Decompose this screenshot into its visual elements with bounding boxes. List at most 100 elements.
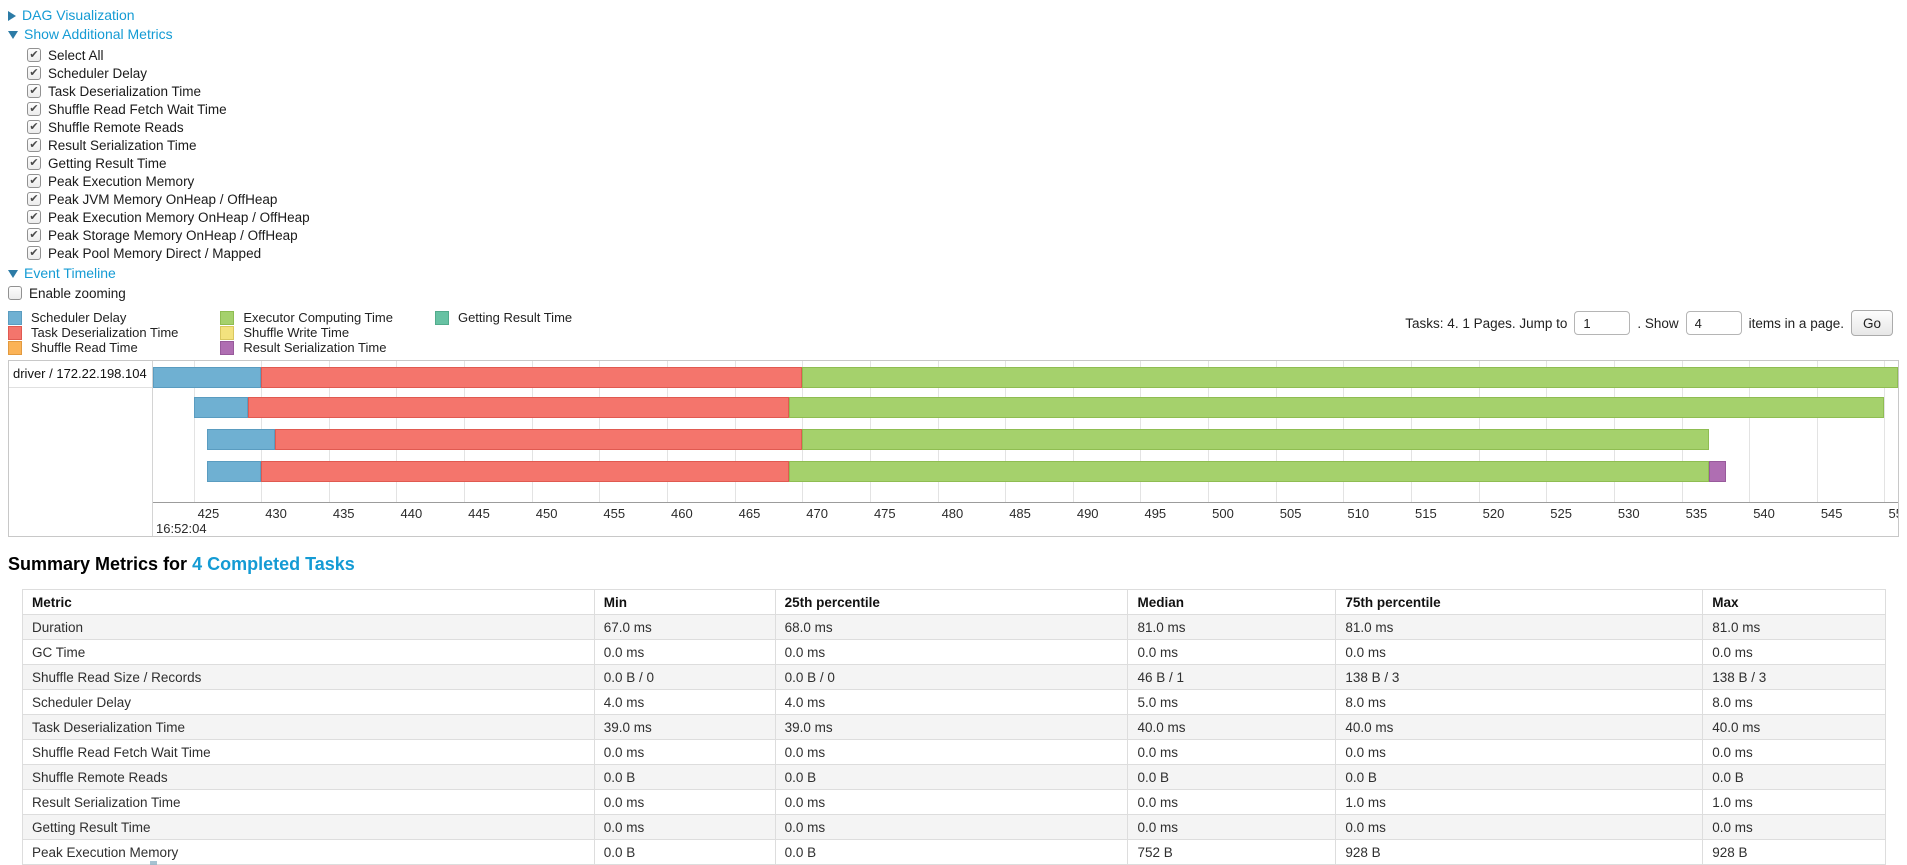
metric-checkbox[interactable]: ✔ (27, 102, 41, 116)
table-header-cell: 25th percentile (774, 589, 1129, 615)
timeline-gridline (1816, 361, 1818, 502)
table-cell: 0.0 ms (1127, 639, 1337, 665)
timeline-plot[interactable]: 16:52:04 425 430 435 440 445 450 455 460 465 470 4… (153, 361, 1898, 536)
table-body: Duration 67.0 ms 68.0 ms 81.0 ms 81.0 ms 81.0… (22, 614, 1886, 865)
timeline-segment-task-deserialization[interactable] (274, 429, 803, 450)
legend-item: Getting Result Time (434, 310, 588, 325)
event-timeline-toggle[interactable]: Event Timeline (8, 264, 1899, 283)
timeline-segment-executor-computing[interactable] (788, 461, 1709, 482)
enable-zooming-checkbox[interactable]: ✔ (8, 286, 22, 300)
metric-checkbox[interactable]: ✔ (27, 174, 41, 188)
timeline-segment-task-deserialization[interactable] (247, 397, 789, 418)
timeline-segment-executor-computing[interactable] (802, 367, 1898, 388)
metric-checkbox[interactable]: ✔ (27, 138, 41, 152)
table-cell: 0.0 ms (1702, 814, 1886, 840)
table-cell: 81.0 ms (1702, 614, 1886, 640)
timeline-segment-executor-computing[interactable] (802, 429, 1709, 450)
metric-checkbox[interactable]: ✔ (27, 228, 41, 242)
jump-to-page-input[interactable] (1574, 311, 1631, 335)
table-cell: 0.0 ms (774, 639, 1129, 665)
axis-tick-label: 475 (873, 506, 896, 521)
metric-checkbox[interactable]: ✔ (27, 210, 41, 224)
table-cell: 0.0 ms (593, 814, 776, 840)
timeline-segment-scheduler-delay[interactable] (207, 461, 262, 482)
shuffle-write-swatch-icon (220, 325, 235, 340)
metric-checkbox[interactable]: ✔ (27, 48, 41, 62)
table-cell: 46 B / 1 (1127, 664, 1337, 690)
table-cell: 0.0 B (774, 764, 1129, 790)
timeline-segment-result-serialization[interactable] (1708, 461, 1727, 482)
summary-metrics-table: Metric Min 25th percentile Median 75th perce… (22, 589, 1886, 865)
table-cell: 4.0 ms (774, 689, 1129, 715)
dag-visualization-toggle[interactable]: DAG Visualization (8, 6, 1899, 25)
metric-checkbox-row: ✔ Getting Result Time (27, 154, 1899, 172)
axis-tick-label: 430 (265, 506, 287, 521)
metric-checkbox[interactable]: ✔ (27, 246, 41, 260)
metric-checkbox-label: Scheduler Delay (48, 65, 148, 81)
timeline-gridline (1749, 361, 1751, 502)
table-cell: 0.0 ms (1335, 639, 1704, 665)
axis-tick-label: 540 (1753, 506, 1775, 521)
timeline-segment-executor-computing[interactable] (788, 397, 1885, 418)
timeline-segment-scheduler-delay[interactable] (207, 429, 275, 450)
completed-tasks-link[interactable]: 4 Completed Tasks (192, 554, 355, 574)
table-cell: 4.0 ms (593, 689, 776, 715)
table-cell: 0.0 ms (1127, 789, 1337, 815)
legend-item: Shuffle Write Time (220, 325, 393, 340)
table-cell: 0.0 ms (1127, 739, 1337, 765)
timeline-segment-scheduler-delay[interactable] (153, 367, 262, 388)
table-cell: 40.0 ms (1127, 714, 1337, 740)
table-row: Scheduler Delay 4.0 ms 4.0 ms 5.0 ms 8.0 ms 8… (22, 689, 1886, 715)
metric-checkbox-label: Select All (48, 47, 104, 63)
metric-checkbox-label: Task Deserialization Time (48, 83, 202, 99)
metric-checkbox-label: Peak Pool Memory Direct / Mapped (48, 245, 262, 261)
show-additional-metrics-label: Show Additional Metrics (24, 26, 173, 42)
axis-tick-label: 490 (1076, 506, 1099, 521)
pagination-show-label: . Show (1637, 315, 1679, 331)
table-cell: 0.0 B (1335, 764, 1704, 790)
metrics-checkbox-list: ✔ Select All ✔ Scheduler Delay ✔ Task Deseria… (27, 46, 1899, 262)
table-cell: GC Time (22, 639, 595, 665)
result-serialization-swatch-icon (220, 340, 235, 355)
table-cell: 752 B (1127, 839, 1337, 865)
metric-checkbox[interactable]: ✔ (27, 192, 41, 206)
chevron-right-icon (8, 10, 16, 21)
timeline-segment-task-deserialization[interactable] (261, 461, 789, 482)
table-row: Getting Result Time 0.0 ms 0.0 ms 0.0 ms 0.0… (22, 814, 1886, 840)
legend-label: Shuffle Write Time (243, 325, 350, 340)
legend-label: Shuffle Read Time (31, 340, 138, 355)
timeline-gridline (193, 361, 195, 502)
table-cell: Duration (22, 614, 595, 640)
table-cell: 0.0 ms (593, 639, 776, 665)
axis-tick-label: 530 (1617, 506, 1640, 521)
metric-checkbox[interactable]: ✔ (27, 156, 41, 170)
task-deserialization-swatch-icon (8, 325, 22, 340)
go-button[interactable]: Go (1850, 310, 1893, 336)
timeline-segment-task-deserialization[interactable] (261, 367, 803, 388)
tasks-pagination-summary: Tasks: 4. 1 Pages. Jump to (1405, 315, 1568, 331)
axis-time-label: 16:52:04 (156, 521, 207, 536)
table-cell: 0.0 B (593, 839, 776, 865)
axis-tick-label: 450 (535, 506, 558, 521)
metric-checkbox[interactable]: ✔ (27, 84, 41, 98)
dag-visualization-label: DAG Visualization (22, 7, 135, 23)
metric-checkbox[interactable]: ✔ (27, 120, 41, 134)
table-cell: Shuffle Read Size / Records (22, 664, 595, 690)
table-row: GC Time 0.0 ms 0.0 ms 0.0 ms 0.0 ms 0.0 ms (22, 639, 1886, 665)
metric-checkbox[interactable]: ✔ (27, 66, 41, 80)
table-cell: 0.0 ms (774, 739, 1129, 765)
axis-tick-label: 470 (806, 506, 828, 521)
axis-tick-label: 465 (738, 506, 761, 521)
table-cell: 0.0 ms (774, 814, 1129, 840)
table-cell: Getting Result Time (22, 814, 595, 840)
legend-column: Executor Computing Time Shuffle Write Tim… (220, 310, 393, 355)
metric-checkbox-label: Result Serialization Time (48, 137, 197, 153)
metric-checkbox-row: ✔ Peak Execution Memory (27, 172, 1899, 190)
timeline-axis: 16:52:04 425 430 435 440 445 450 455 460 465 470 4… (153, 502, 1898, 536)
metric-checkbox-row: ✔ Shuffle Read Fetch Wait Time (27, 100, 1899, 118)
show-additional-metrics-toggle[interactable]: Show Additional Metrics (8, 25, 1899, 44)
axis-tick-label: 505 (1279, 506, 1302, 521)
show-items-input[interactable] (1685, 311, 1742, 335)
timeline-segment-scheduler-delay[interactable] (193, 397, 248, 418)
